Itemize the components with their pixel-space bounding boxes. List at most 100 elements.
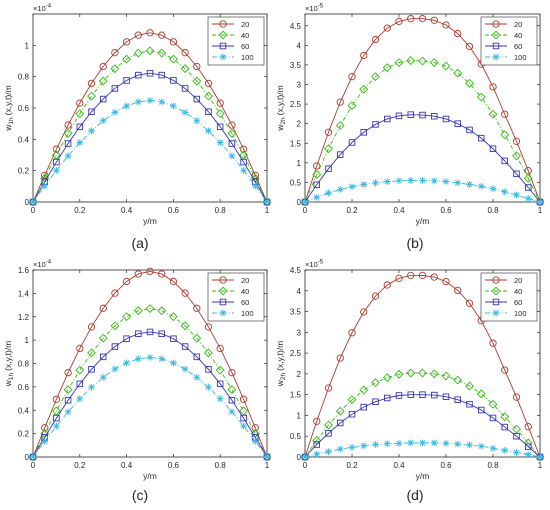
data-point-60 <box>111 85 119 92</box>
data-point-60 <box>313 181 321 189</box>
data-point-40 <box>500 130 510 140</box>
data-point-60 <box>88 108 95 116</box>
legend-label: 60 <box>241 42 249 51</box>
data-point-100 <box>29 453 37 461</box>
data-point-100 <box>88 127 95 135</box>
series-line-60 <box>32 331 268 458</box>
axis-exponent: ×10-5 <box>305 260 324 270</box>
data-point-20 <box>395 274 403 282</box>
data-point-40 <box>215 365 225 375</box>
data-point-60 <box>53 414 60 422</box>
series-line-100 <box>32 100 268 203</box>
data-point-40 <box>75 109 85 119</box>
data-point-60 <box>205 366 212 373</box>
y-tick-label: 3.5 <box>290 61 302 70</box>
data-point-20 <box>169 277 178 286</box>
data-point-40 <box>75 365 85 375</box>
series-100 <box>301 177 544 206</box>
data-point-60 <box>123 335 130 342</box>
legend-marker-100 <box>492 309 500 317</box>
data-point-40 <box>453 68 463 78</box>
data-point-100 <box>336 186 344 193</box>
legend-label: 100 <box>514 53 527 62</box>
data-point-60 <box>419 111 426 119</box>
data-point-60 <box>193 353 201 361</box>
data-point-100 <box>454 440 462 448</box>
series-line-20 <box>304 18 541 203</box>
legend: 20 40 60 100 <box>207 16 265 66</box>
series-60 <box>301 111 544 206</box>
x-tick-label: 0 <box>303 206 308 215</box>
data-point-40 <box>180 321 190 331</box>
data-point-100 <box>419 177 426 184</box>
legend-label: 100 <box>241 53 254 62</box>
y-tick-label: 2.5 <box>290 349 302 358</box>
legend-marker-60 <box>219 298 227 306</box>
x-tick-label: 0.8 <box>215 206 227 215</box>
data-point-20 <box>181 49 189 57</box>
data-point-40 <box>512 151 521 161</box>
data-point-60 <box>181 85 189 92</box>
data-point-40 <box>145 304 155 314</box>
x-tick-label: 0.6 <box>168 461 180 470</box>
y-axis-label-rest: (x,y,t)/m <box>275 85 285 115</box>
data-point-20 <box>158 270 166 278</box>
data-point-20 <box>512 137 521 145</box>
data-point-20 <box>204 323 213 331</box>
y-tick-label: 0.6 <box>18 383 30 392</box>
data-point-100 <box>53 422 60 430</box>
data-point-100 <box>301 453 309 461</box>
data-point-40 <box>453 375 463 385</box>
data-point-20 <box>111 49 119 57</box>
y-axis-label-rest: (x,y,t)/m <box>275 341 285 371</box>
data-point-40 <box>382 63 392 73</box>
data-point-40 <box>110 64 120 74</box>
series-line-60 <box>304 114 541 203</box>
panel-label: (b) <box>406 235 423 251</box>
data-point-40 <box>335 406 345 416</box>
y-tick-label: 1.5 <box>290 391 302 400</box>
data-point-40 <box>500 412 510 422</box>
x-tick-label: 0.8 <box>215 461 227 470</box>
panel-label: (d) <box>406 487 423 503</box>
data-point-100 <box>251 182 259 190</box>
data-point-100 <box>158 98 166 106</box>
data-point-100 <box>181 365 189 373</box>
data-point-100 <box>454 179 462 187</box>
data-point-60 <box>442 115 450 123</box>
y-axis-label: w2h(x,y,t)/m <box>275 341 287 387</box>
data-point-20 <box>216 344 224 353</box>
axis-exponent: ×10-5 <box>305 4 324 14</box>
data-point-40 <box>122 54 132 64</box>
y-tick-label: 0.8 <box>18 360 30 369</box>
data-point-40 <box>406 368 416 378</box>
data-point-60 <box>170 335 177 342</box>
data-point-40 <box>465 381 474 391</box>
data-point-60 <box>395 392 403 399</box>
data-point-20 <box>313 162 321 170</box>
data-point-60 <box>146 69 154 77</box>
legend-marker-40 <box>218 30 228 40</box>
data-point-100 <box>301 198 309 206</box>
data-point-40 <box>204 91 213 101</box>
y-tick-label: 1.4 <box>18 289 30 298</box>
data-point-20 <box>193 304 201 312</box>
data-point-100 <box>325 448 332 455</box>
data-point-20 <box>395 17 403 26</box>
data-point-40 <box>488 399 498 409</box>
data-point-60 <box>240 414 247 422</box>
data-point-60 <box>135 71 142 79</box>
x-tick-label: 0.4 <box>121 461 133 470</box>
series-100 <box>29 354 271 461</box>
data-point-60 <box>513 170 520 178</box>
legend-label: 20 <box>241 276 249 285</box>
data-point-20 <box>360 308 368 316</box>
data-point-100 <box>348 444 356 451</box>
data-point-100 <box>466 180 473 188</box>
data-point-40 <box>63 128 73 138</box>
y-tick-label: 4.5 <box>290 22 302 31</box>
chart-panel-3: 0 0.2 0.4 0.6 0.8 1 0 0.2 0.4 0.6 0.8 1 1.2 1.4 1.6×10… <box>3 260 272 481</box>
axis-exponent-power: -4 <box>46 260 52 266</box>
legend-marker-40 <box>218 286 228 296</box>
data-point-100 <box>88 383 95 391</box>
